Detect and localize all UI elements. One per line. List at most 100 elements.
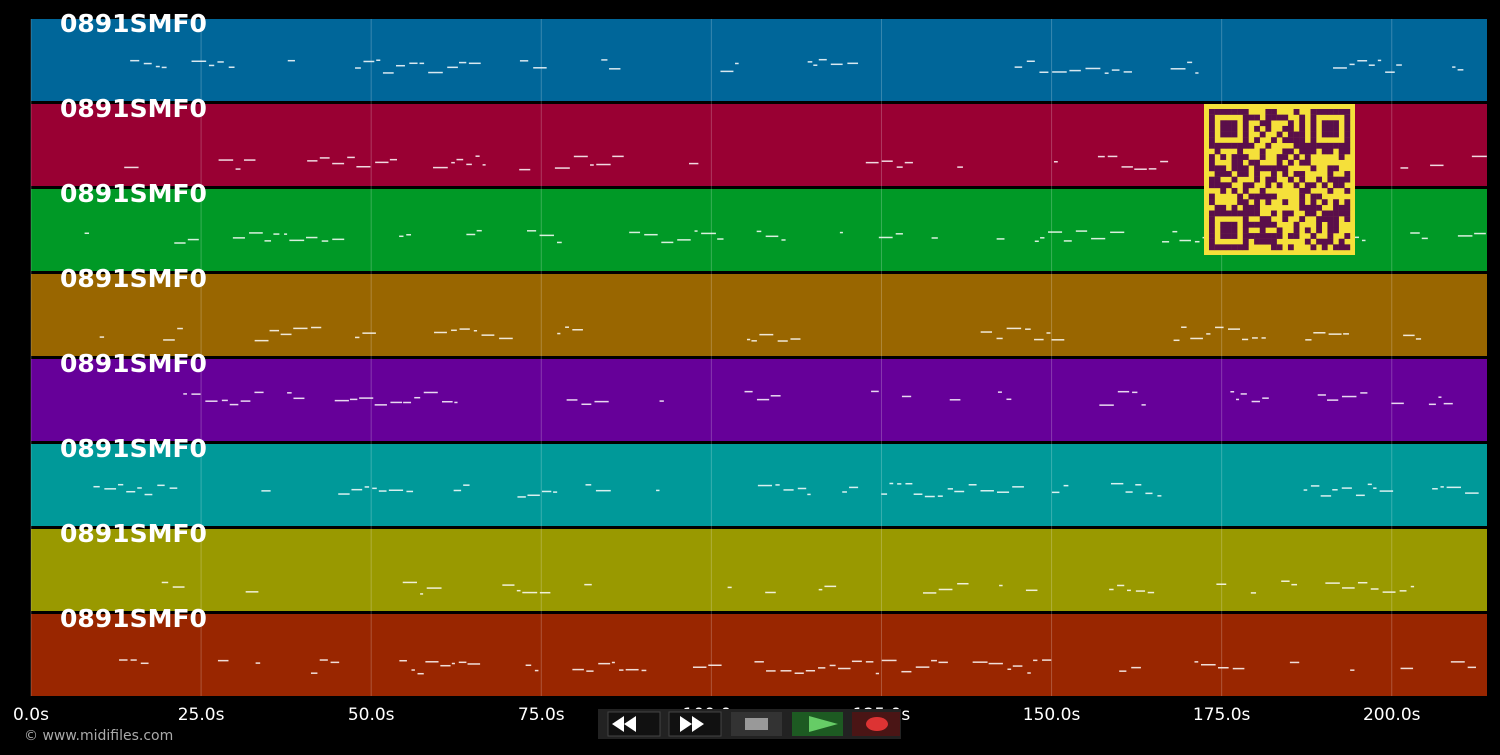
note — [556, 241, 562, 244]
qr-cell — [1299, 216, 1306, 222]
note — [818, 667, 826, 669]
qr-cell — [1231, 125, 1238, 132]
note — [1216, 583, 1227, 585]
qr-cell — [1242, 142, 1249, 149]
qr-cell — [1333, 210, 1339, 217]
note — [255, 662, 261, 664]
note — [1006, 398, 1012, 401]
record-icon — [866, 717, 888, 731]
note — [865, 161, 879, 164]
qr-cell — [1327, 120, 1334, 127]
note — [1452, 66, 1456, 68]
qr-cell — [1237, 199, 1244, 206]
qr-cell — [1304, 159, 1311, 166]
qr-cell — [1237, 210, 1244, 217]
qr-cell — [1321, 199, 1328, 206]
note — [399, 235, 404, 238]
play-button[interactable] — [792, 712, 843, 736]
note — [390, 401, 403, 404]
qr-cell — [1265, 182, 1272, 189]
note — [334, 399, 349, 402]
note — [790, 338, 801, 340]
qr-cell — [1225, 233, 1232, 239]
note — [163, 339, 175, 341]
note — [140, 662, 149, 665]
note — [851, 660, 862, 663]
note — [1457, 69, 1464, 71]
qr-cell — [1259, 148, 1266, 155]
note — [596, 163, 611, 166]
rewind-button[interactable] — [607, 711, 661, 737]
forward-icon — [680, 716, 704, 732]
qr-cell — [1242, 204, 1249, 211]
qr-cell — [1220, 120, 1227, 127]
note — [1063, 484, 1069, 487]
qr-cell — [1338, 148, 1345, 155]
note — [717, 238, 724, 240]
note — [1046, 332, 1051, 334]
qr-cell — [1225, 221, 1232, 228]
qr-cell — [1299, 176, 1306, 183]
qr-cell — [1282, 171, 1289, 177]
note — [463, 484, 470, 486]
track-lane — [31, 19, 1487, 101]
note — [1327, 399, 1339, 401]
qr-cell — [1265, 165, 1272, 172]
note — [1350, 669, 1355, 671]
qr-cell — [1242, 182, 1249, 189]
note — [586, 670, 594, 672]
qr-cell — [1321, 238, 1328, 245]
qr-cell — [1321, 182, 1328, 189]
note — [1357, 581, 1368, 584]
note — [584, 583, 592, 586]
qr-cell — [1316, 238, 1322, 245]
note — [1040, 237, 1045, 239]
qr-cell — [1321, 244, 1328, 251]
stop-button[interactable] — [731, 712, 782, 736]
note — [744, 390, 753, 393]
qr-cell — [1254, 199, 1260, 206]
qr-cell — [1265, 176, 1272, 183]
qr-code — [1204, 104, 1355, 255]
qr-cell — [1299, 142, 1306, 149]
note — [924, 495, 935, 498]
note — [1042, 659, 1052, 661]
qr-cell — [1259, 216, 1266, 222]
qr-cell — [1310, 137, 1317, 144]
note — [896, 166, 903, 168]
qr-cell — [1248, 233, 1255, 239]
qr-cell — [1225, 120, 1232, 127]
note — [813, 64, 818, 66]
qr-cell — [1271, 244, 1277, 251]
x-tick-label: 0.0s — [13, 705, 49, 725]
note — [554, 167, 570, 169]
note — [818, 588, 823, 591]
note — [895, 233, 903, 235]
qr-cell — [1316, 216, 1322, 222]
note — [243, 159, 256, 161]
note — [378, 490, 387, 492]
qr-cell — [1209, 131, 1215, 138]
qr-cell — [1231, 142, 1238, 149]
qr-cell — [1333, 176, 1339, 183]
qr-cell — [1209, 142, 1215, 149]
note — [871, 390, 879, 393]
note — [93, 485, 100, 488]
note — [938, 588, 953, 591]
qr-cell — [1327, 165, 1334, 172]
x-tick-label: 200.0s — [1363, 705, 1421, 725]
note — [1063, 240, 1072, 242]
record-button[interactable] — [852, 712, 900, 736]
qr-cell — [1220, 233, 1227, 239]
note — [1135, 590, 1146, 592]
note — [1443, 402, 1453, 405]
qr-cell — [1231, 227, 1238, 234]
qr-cell — [1316, 227, 1322, 234]
qr-cell — [1316, 176, 1322, 183]
note — [1217, 666, 1229, 669]
note — [347, 156, 355, 159]
qr-cell — [1220, 204, 1227, 211]
qr-cell — [1209, 199, 1215, 206]
forward-button[interactable] — [668, 711, 722, 737]
qr-cell — [1231, 204, 1238, 211]
